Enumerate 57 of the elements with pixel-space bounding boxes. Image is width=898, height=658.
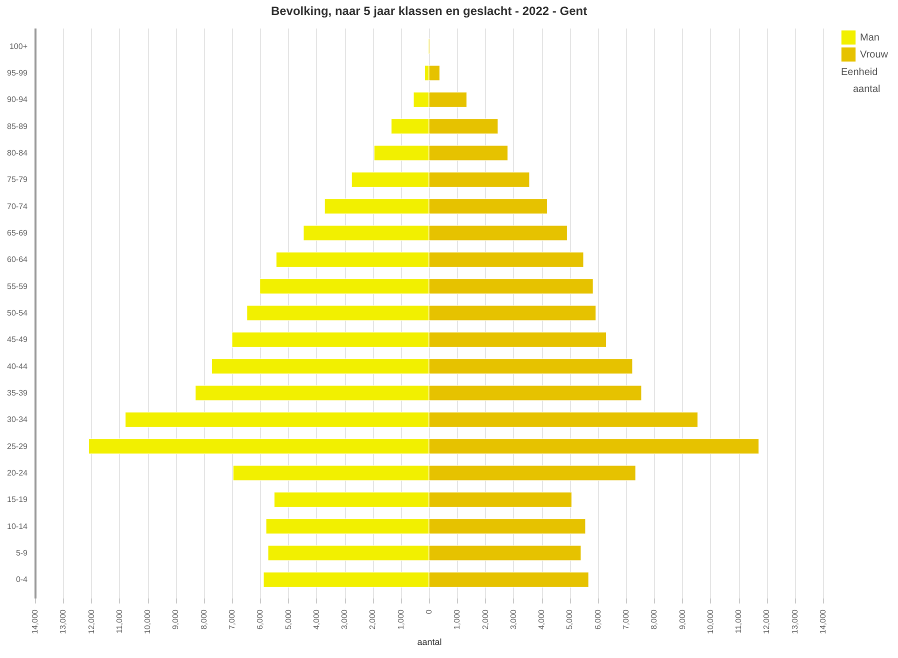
chart-title: Bevolking, naar 5 jaar klassen en geslacht - 2022 - Gent <box>270 4 588 18</box>
x-tick-label: 14,000 <box>30 608 40 634</box>
x-tick-label: 13,000 <box>790 608 800 634</box>
y-tick-label: 60-64 <box>7 255 28 264</box>
y-tick-label: 55-59 <box>7 282 28 291</box>
x-tick-label: 3,000 <box>340 608 350 630</box>
y-tick-label: 35-39 <box>7 388 28 398</box>
y-tick-label: 45-49 <box>7 335 28 344</box>
x-tick-label: 13,000 <box>58 608 68 634</box>
bar <box>428 65 440 81</box>
text: Eenheid <box>841 67 878 78</box>
x-tick-label: 14,000 <box>818 608 828 634</box>
legend-label: Vrouw <box>860 50 889 60</box>
x-tick-label: 6,000 <box>593 608 602 630</box>
x-tick-label: 2,000 <box>368 608 378 630</box>
y-tick-label: 90-94 <box>7 95 28 104</box>
y-tick-label: 80-84 <box>7 148 28 158</box>
x-tick-label: 0 <box>424 608 434 614</box>
x-tick-label: 1,000 <box>396 608 406 630</box>
x-axis-title: aantal <box>417 636 442 647</box>
x-tick-label: 7,000 <box>622 608 630 630</box>
x-tick-label: 6,000 <box>256 608 265 630</box>
y-tick-label: 0-4 <box>16 575 28 584</box>
y-tick-label: 30-34 <box>7 415 28 424</box>
y-tick-label: 5-9 <box>16 548 28 558</box>
text: aantal <box>853 84 880 95</box>
x-tick-label: 7,000 <box>228 608 236 630</box>
y-tick-label: 50-54 <box>7 308 28 318</box>
x-tick-label: 11,000 <box>734 608 744 634</box>
x-tick-label: 10,000 <box>706 608 715 634</box>
y-tick-label: 10-14 <box>7 522 28 531</box>
x-tick-label: 9,000 <box>678 608 687 630</box>
x-tick-label: 4,000 <box>537 608 546 630</box>
x-tick-label: 5,000 <box>565 608 574 630</box>
x-tick-label: 1,000 <box>452 608 462 630</box>
y-tick-label: 75-79 <box>7 175 28 184</box>
y-tick-label: 65-69 <box>7 228 28 238</box>
x-tick-label: 9,000 <box>171 608 180 630</box>
x-tick-label: 3,000 <box>508 608 518 630</box>
x-tick-label: 12,000 <box>86 608 96 634</box>
x-tick-label: 11,000 <box>114 608 124 634</box>
x-tick-label: 4,000 <box>312 608 321 630</box>
x-tick-label: 8,000 <box>199 608 208 630</box>
y-tick-label: 40-44 <box>7 362 28 371</box>
x-tick-label: 2,000 <box>480 608 490 630</box>
y-tick-label: 100+ <box>9 42 28 51</box>
y-tick-label: 70-74 <box>7 202 28 211</box>
x-tick-label: 8,000 <box>650 608 659 630</box>
y-tick-label: 20-24 <box>7 468 28 478</box>
x-tick-label: 10,000 <box>143 608 152 634</box>
y-tick-label: 25-29 <box>7 442 28 451</box>
legend-label: Man <box>860 32 880 44</box>
y-tick-label: 15-19 <box>7 495 28 504</box>
x-tick-label: 5,000 <box>284 608 293 630</box>
x-tick-label: 12,000 <box>762 608 772 634</box>
y-tick-label: 95-99 <box>7 68 28 78</box>
y-tick-label: 85-89 <box>7 122 28 131</box>
